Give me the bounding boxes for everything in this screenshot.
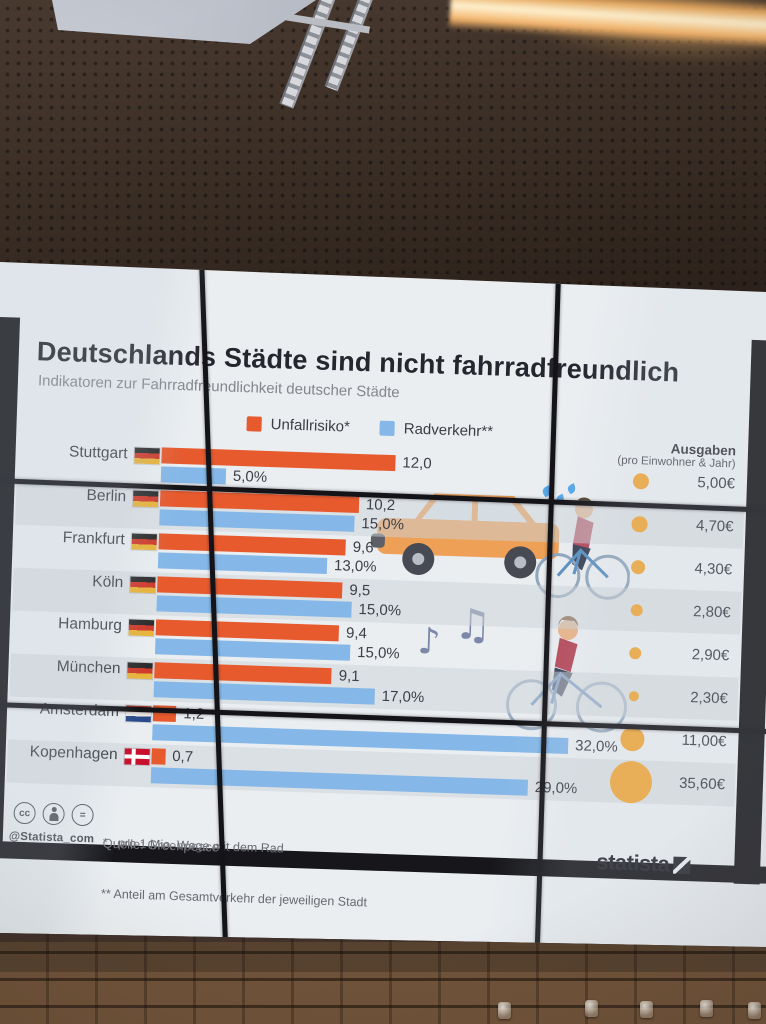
city-label: Hamburg: [57, 615, 123, 635]
radverkehr-bar: [160, 466, 227, 485]
radverkehr-value: 15,0%: [361, 515, 405, 534]
drinking-glass: [640, 1001, 653, 1018]
drinking-glass: [498, 1002, 511, 1019]
unfallrisiko-value: 0,7: [171, 747, 194, 766]
city-label: Frankfurt: [62, 529, 126, 549]
ausgaben-circle: [630, 559, 646, 575]
radverkehr-value: 32,0%: [574, 737, 618, 756]
radverkehr-bar: [154, 638, 351, 661]
statista-logo: statista: [596, 849, 691, 878]
ausgaben-value: 2,90€: [691, 646, 730, 665]
cc-nd-icon: =: [71, 803, 94, 827]
radverkehr-value: 17,0%: [381, 687, 425, 707]
legend-swatch-blue: [379, 420, 396, 437]
flag-icon-de: [127, 662, 153, 680]
unfallrisiko-value: 9,6: [352, 538, 374, 557]
unfallrisiko-bar: [158, 533, 347, 556]
legend-item-radverkehr: Radverkehr**: [379, 420, 494, 441]
drinking-glass: [700, 1000, 713, 1017]
statista-logo-mark: [673, 856, 691, 874]
flag-icon-de: [132, 490, 159, 508]
mounting-rail: [324, 0, 374, 92]
cc-by-person-icon: [42, 802, 65, 826]
ausgaben-value: 11,00€: [681, 731, 727, 751]
flag-icon-de: [130, 576, 156, 594]
unfallrisiko-bar: [155, 619, 340, 642]
ausgaben-value: 5,00€: [697, 474, 736, 493]
unfallrisiko-bar: [151, 748, 166, 765]
footnote-2: ** Anteil am Gesamtverkehr der jeweilige…: [100, 886, 368, 910]
flag-icon-de: [128, 619, 155, 637]
flag-icon-de: [131, 533, 157, 551]
legend-label: Radverkehr**: [403, 420, 494, 441]
unfallrisiko-value: 9,1: [338, 667, 360, 686]
unfallrisiko-value: 9,4: [345, 624, 368, 643]
drinking-glass: [585, 1000, 598, 1017]
footnotes: * pro 1 Mio. Wege mit dem Rad ** Anteil …: [100, 801, 370, 946]
cc-license-badges: cc =: [13, 801, 94, 827]
unfallrisiko-value: 10,2: [365, 496, 396, 515]
legend-label: Unfallrisiko*: [270, 416, 351, 436]
brick-wall: [0, 933, 766, 1024]
cc-icon: cc: [13, 801, 36, 825]
chart-legend: Unfallrisiko* Radverkehr**: [246, 415, 493, 440]
ceiling: [0, 0, 766, 302]
ausgaben-value: 2,80€: [692, 603, 731, 622]
radverkehr-value: 15,0%: [358, 601, 402, 620]
drinking-glass: [748, 1002, 761, 1019]
ausgaben-value: 2,30€: [690, 689, 729, 708]
radverkehr-bar: [157, 552, 328, 574]
ausgaben-value: 4,30€: [694, 560, 733, 579]
ausgaben-circle: [632, 472, 650, 490]
unfallrisiko-value: 9,5: [349, 581, 371, 600]
legend-swatch-orange: [246, 416, 262, 432]
statista-logo-text: statista: [595, 849, 670, 877]
ausgaben-circle: [620, 726, 645, 752]
radverkehr-value: 13,0%: [333, 557, 377, 576]
city-label: München: [56, 658, 121, 678]
ausgaben-circle: [628, 646, 642, 660]
legend-item-unfallrisiko: Unfallrisiko*: [246, 415, 351, 436]
svg-text:♪: ♪: [417, 621, 441, 663]
unfallrisiko-value: 12,0: [402, 454, 432, 473]
ausgaben-value: 35,60€: [678, 774, 726, 794]
radverkehr-value: 15,0%: [356, 644, 400, 663]
city-label: Kopenhagen: [29, 743, 118, 764]
ausgaben-circle: [631, 516, 648, 533]
ausgaben-value: 4,70€: [695, 517, 734, 536]
flag-icon-dk: [124, 748, 150, 766]
radverkehr-value: 5,0%: [232, 467, 268, 486]
flag-icon-de: [134, 447, 160, 465]
city-label: Stuttgart: [68, 443, 128, 463]
